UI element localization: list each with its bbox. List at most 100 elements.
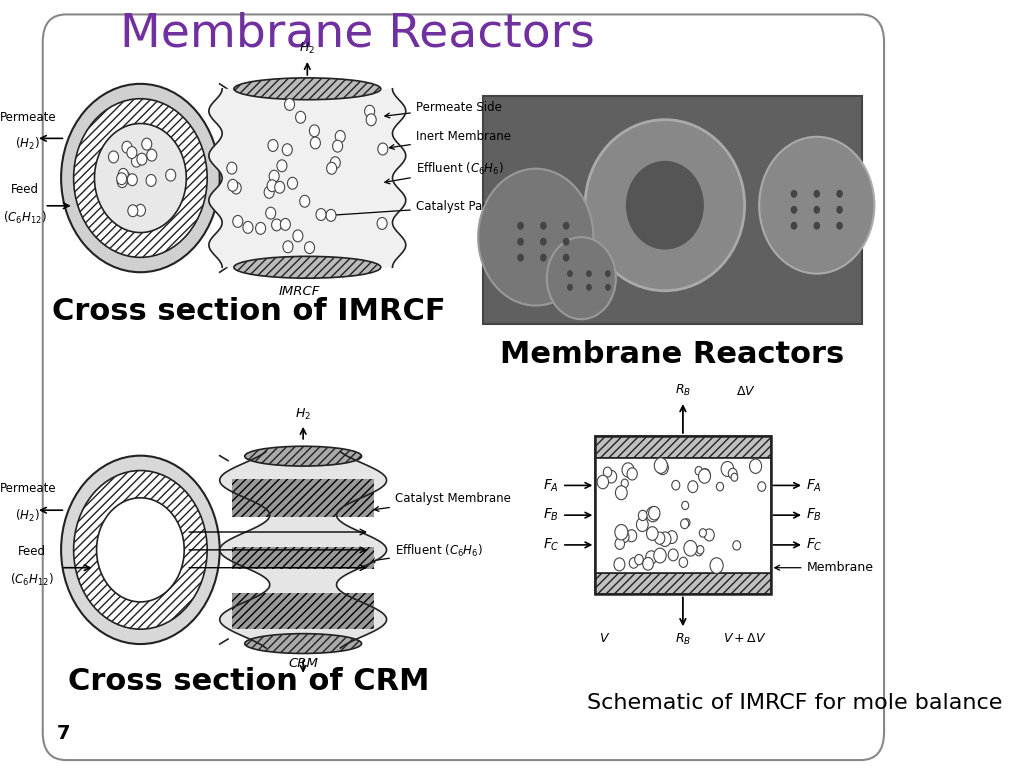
Circle shape bbox=[296, 111, 305, 123]
Circle shape bbox=[813, 190, 820, 198]
Text: ($C_6H_{12}$): ($C_6H_{12}$) bbox=[10, 571, 53, 588]
Circle shape bbox=[227, 162, 237, 174]
Circle shape bbox=[648, 506, 659, 520]
Circle shape bbox=[606, 470, 616, 483]
Circle shape bbox=[627, 468, 637, 480]
Text: $R_B$: $R_B$ bbox=[675, 383, 691, 398]
Circle shape bbox=[276, 160, 287, 172]
Circle shape bbox=[733, 541, 740, 550]
Ellipse shape bbox=[233, 78, 381, 100]
Circle shape bbox=[695, 547, 702, 556]
Circle shape bbox=[285, 98, 295, 111]
Circle shape bbox=[728, 468, 737, 478]
Bar bbox=[595, 458, 770, 573]
Circle shape bbox=[627, 530, 637, 541]
Circle shape bbox=[791, 222, 798, 230]
Circle shape bbox=[721, 462, 734, 476]
Circle shape bbox=[656, 461, 669, 475]
Circle shape bbox=[517, 222, 524, 230]
Circle shape bbox=[331, 157, 340, 169]
Ellipse shape bbox=[61, 84, 220, 272]
Circle shape bbox=[672, 481, 680, 490]
Ellipse shape bbox=[96, 498, 184, 602]
Circle shape bbox=[265, 207, 275, 219]
Circle shape bbox=[646, 551, 656, 564]
Circle shape bbox=[637, 518, 648, 531]
Circle shape bbox=[698, 469, 711, 483]
Circle shape bbox=[620, 531, 629, 542]
Circle shape bbox=[127, 147, 137, 158]
Circle shape bbox=[563, 222, 569, 230]
Circle shape bbox=[605, 284, 611, 291]
Circle shape bbox=[688, 481, 697, 492]
Circle shape bbox=[271, 219, 282, 231]
Circle shape bbox=[146, 149, 157, 161]
Circle shape bbox=[304, 242, 314, 253]
Circle shape bbox=[731, 473, 737, 482]
Circle shape bbox=[605, 270, 611, 277]
Circle shape bbox=[335, 131, 345, 142]
Ellipse shape bbox=[233, 257, 381, 278]
Circle shape bbox=[837, 222, 843, 230]
Circle shape bbox=[309, 125, 319, 137]
Circle shape bbox=[695, 466, 702, 475]
Polygon shape bbox=[209, 89, 406, 267]
Circle shape bbox=[586, 284, 592, 291]
Circle shape bbox=[268, 140, 278, 151]
Circle shape bbox=[563, 253, 569, 262]
Circle shape bbox=[288, 177, 298, 189]
Circle shape bbox=[227, 180, 238, 191]
Ellipse shape bbox=[585, 120, 744, 291]
Circle shape bbox=[669, 549, 678, 561]
Circle shape bbox=[517, 238, 524, 246]
Circle shape bbox=[696, 545, 703, 554]
Circle shape bbox=[710, 558, 723, 574]
Text: $F_C$: $F_C$ bbox=[543, 537, 559, 553]
Text: $H_2$: $H_2$ bbox=[299, 41, 315, 56]
Circle shape bbox=[681, 519, 689, 528]
Circle shape bbox=[269, 170, 280, 182]
Circle shape bbox=[166, 169, 176, 181]
Circle shape bbox=[141, 138, 152, 150]
Circle shape bbox=[547, 237, 615, 319]
Circle shape bbox=[567, 284, 572, 291]
Circle shape bbox=[638, 510, 647, 521]
Text: Feed: Feed bbox=[11, 183, 39, 196]
Circle shape bbox=[700, 468, 710, 480]
Text: $F_B$: $F_B$ bbox=[544, 507, 559, 523]
Circle shape bbox=[630, 558, 638, 568]
Circle shape bbox=[699, 528, 707, 537]
Circle shape bbox=[131, 155, 141, 167]
Circle shape bbox=[759, 137, 874, 273]
Circle shape bbox=[121, 172, 131, 184]
Text: Feed: Feed bbox=[17, 545, 46, 558]
Circle shape bbox=[813, 206, 820, 214]
Text: 7: 7 bbox=[57, 724, 71, 743]
Text: ($H_2$): ($H_2$) bbox=[15, 508, 40, 525]
Circle shape bbox=[614, 558, 625, 571]
Circle shape bbox=[615, 538, 625, 549]
Circle shape bbox=[283, 241, 293, 253]
Circle shape bbox=[540, 222, 547, 230]
Circle shape bbox=[127, 174, 137, 186]
Circle shape bbox=[603, 467, 611, 477]
Text: $F_C$: $F_C$ bbox=[807, 537, 823, 553]
Text: IMRCF: IMRCF bbox=[279, 285, 319, 298]
Bar bbox=[232, 547, 374, 568]
Text: ($C_6H_{12}$): ($C_6H_{12}$) bbox=[3, 210, 47, 226]
Circle shape bbox=[128, 205, 138, 217]
Circle shape bbox=[281, 218, 291, 230]
Circle shape bbox=[646, 507, 659, 521]
Polygon shape bbox=[220, 452, 387, 648]
Text: Permeate Side: Permeate Side bbox=[385, 101, 502, 118]
Circle shape bbox=[563, 238, 569, 246]
Text: CRM: CRM bbox=[288, 657, 318, 670]
Circle shape bbox=[682, 502, 689, 510]
Text: Effluent ($C_6H_6$): Effluent ($C_6H_6$) bbox=[370, 543, 482, 563]
Text: $F_A$: $F_A$ bbox=[807, 477, 822, 494]
Circle shape bbox=[750, 459, 762, 473]
Circle shape bbox=[679, 558, 687, 568]
Text: Permeate: Permeate bbox=[0, 111, 56, 124]
Text: Cross section of IMRCF: Cross section of IMRCF bbox=[52, 297, 445, 326]
Circle shape bbox=[517, 253, 524, 262]
